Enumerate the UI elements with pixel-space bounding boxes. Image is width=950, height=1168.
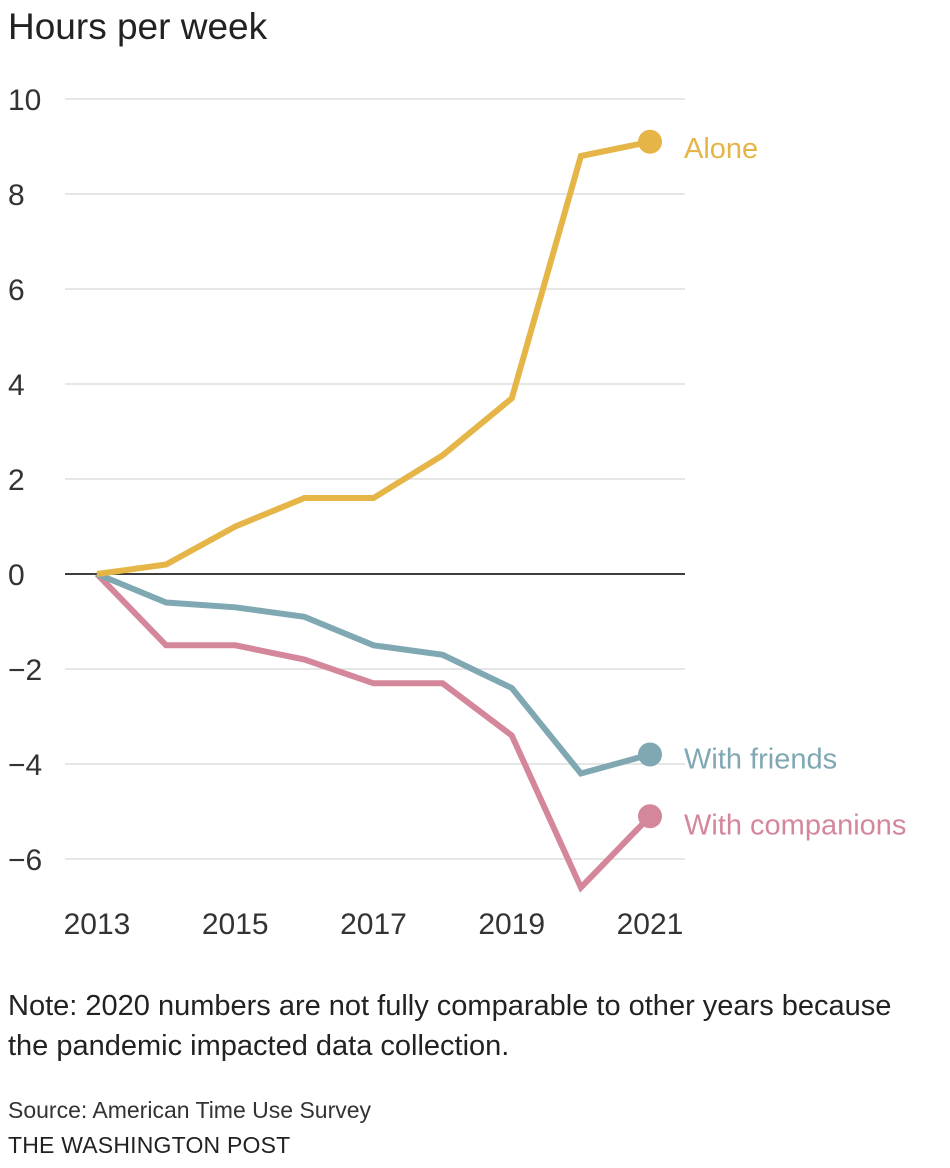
series-line-alone <box>96 138 651 577</box>
y-tick-label: −4 <box>8 749 42 782</box>
x-tick-label: 2017 <box>340 908 407 941</box>
x-tick-label: 2013 <box>64 908 131 941</box>
y-tick-label: 4 <box>8 369 25 402</box>
y-tick-label: 8 <box>8 179 25 212</box>
x-tick-label: 2015 <box>202 908 269 941</box>
y-tick-label: −2 <box>8 654 42 687</box>
x-axis-tick-labels: 2013 2015 2017 2019 2021 <box>64 908 684 941</box>
chart-note: Note: 2020 numbers are not fully compara… <box>8 990 892 1062</box>
series-line-with-friends <box>95 571 651 777</box>
series-label-with-companions: With companions <box>684 809 906 841</box>
x-tick-label: 2019 <box>478 908 545 941</box>
y-tick-label: 2 <box>8 464 25 497</box>
line-chart: 10 8 6 4 2 0 −2 −4 −6 2013 2015 2017 2019 2021 With … <box>8 84 906 941</box>
series-label-alone: Alone <box>684 133 758 165</box>
y-tick-label: 0 <box>8 559 25 592</box>
series-end-point-with-friends <box>638 742 662 767</box>
x-tick-label: 2021 <box>617 908 684 941</box>
y-tick-label: −6 <box>8 844 42 877</box>
y-tick-label: 10 <box>8 84 41 117</box>
series-end-point-with-companions <box>638 804 662 829</box>
source-credit: Source: American Time Use Survey <box>8 1097 372 1123</box>
series-line-with-companions <box>94 571 653 893</box>
chart-title: Hours per week <box>8 6 268 47</box>
series-end-point-alone <box>638 129 662 154</box>
grid-lines <box>65 98 685 860</box>
series-label-with-friends: With friends <box>684 744 837 776</box>
publisher-credit: THE WASHINGTON POST <box>8 1132 291 1158</box>
series-lines: With companions With friends Alone <box>94 129 906 893</box>
y-tick-label: 6 <box>8 274 25 307</box>
y-axis-tick-labels: 10 8 6 4 2 0 −2 −4 −6 <box>8 84 42 877</box>
